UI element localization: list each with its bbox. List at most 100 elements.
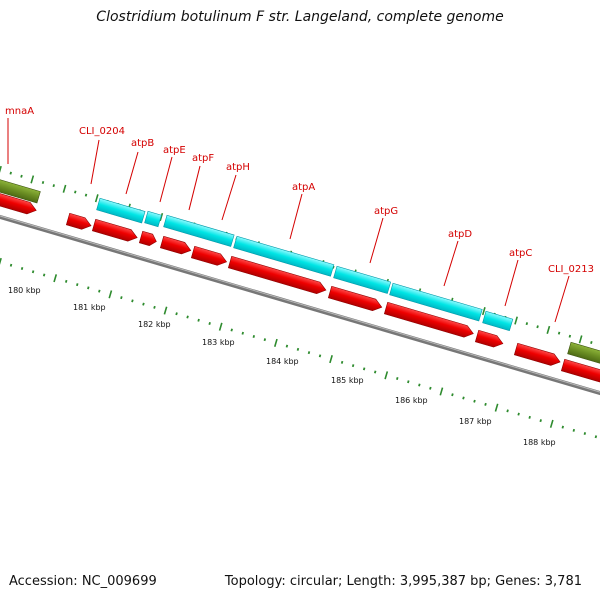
tick-mark [9,171,12,175]
tick-mark [539,419,542,423]
kbp-label: 187 kbp [459,417,492,426]
gene-label: CLI_0204 [79,126,125,137]
tick-mark [373,370,377,374]
tick-mark [218,322,223,331]
tick-mark [131,299,134,303]
gene-label: atpH [226,162,250,173]
tick-mark [9,263,13,267]
tick-mark [514,316,518,325]
cds-arrow [0,191,37,215]
tick-mark [557,331,561,335]
tick-mark [285,344,289,348]
tick-mark [62,184,67,193]
tick-mark [84,193,88,197]
gene-label-layer: mnaA CLI_0204 atpB atpE atpF atpH atpA a… [5,106,594,323]
tick-mark [329,355,333,364]
cds-arrow [91,218,138,242]
gene-label: atpB [131,138,154,149]
tick-mark [74,190,77,194]
tick-mark [20,174,23,178]
gene-label: atpD [448,229,472,240]
tick-mark [94,194,99,203]
tick-mark [462,396,465,400]
gene-label: atpC [509,248,532,259]
tick-mark [525,322,529,326]
tick-mark [175,312,178,316]
rna-feature [163,214,235,247]
tick-mark [318,354,322,358]
kbp-label: 186 kbp [395,396,428,405]
tick-mark [163,306,168,315]
tick-mark [142,302,145,306]
tick-mark [546,325,551,335]
tick-mark [549,419,554,428]
tick-mark [42,273,46,277]
tick-mark [396,377,399,381]
tick-mark [578,335,583,344]
tick-mark [41,181,45,185]
kbp-label-layer: 180 kbp 181 kbp 182 kbp 183 kbp 184 kbp … [8,286,556,447]
tick-mark [590,340,593,344]
tick-mark [572,428,576,432]
tick-mark [120,296,123,300]
kbp-label: 180 kbp [8,286,41,295]
gene-label: CLI_0213 [548,264,594,275]
tick-mark [273,338,278,347]
tick-mark [153,305,156,309]
gene-label: atpA [292,182,315,193]
tick-mark [159,212,164,222]
feature-olive-left [0,178,41,204]
tick-mark [517,412,520,416]
tick-mark [64,279,68,283]
tick-mark [536,325,539,329]
tick-mark [87,286,90,290]
tick-mark [76,283,79,287]
cds-arrow [513,342,561,366]
tick-mark [307,351,311,355]
tick-mark [561,425,565,429]
gene-label: atpG [374,206,398,217]
tick-mark [451,393,454,397]
tick-mark [263,338,267,342]
tick-mark [53,274,58,283]
rna-feature [233,235,335,277]
cds-arrow [560,358,600,383]
rna-feature [389,282,483,322]
kbp-label: 185 kbp [331,376,364,385]
tick-mark [594,435,598,439]
tick-mark [20,266,24,270]
map-title: Clostridium botulinum F str. Langeland, … [96,9,504,25]
cds-arrow [138,230,157,247]
tick-mark [186,315,189,319]
rna-feature [482,310,514,332]
tick-mark [484,402,487,406]
tick-mark [230,328,233,332]
tick-mark [418,383,421,387]
cds-arrow [159,235,192,255]
inner-tick-ring [0,257,598,439]
gene-label: mnaA [5,106,34,117]
tick-mark [362,367,366,371]
tick-mark [98,289,101,293]
rna-features [96,197,514,332]
cds-arrow [227,255,327,294]
cds-arrow [327,285,383,312]
tick-mark [296,347,300,351]
cds-arrow [474,329,504,348]
kbp-label: 181 kbp [73,303,106,312]
tick-mark [506,409,509,413]
gene-label: atpF [192,153,214,164]
cds-arrow [190,245,228,266]
cds-arrow [383,301,474,338]
genome-backbone [0,214,600,396]
tick-mark [197,318,200,322]
tick-mark [31,270,35,274]
rna-feature [144,210,162,228]
tick-mark [494,403,499,412]
rna-feature [96,197,146,224]
kbp-label: 188 kbp [523,438,556,447]
tick-mark [52,184,55,188]
tick-mark [473,399,476,403]
tick-mark [351,364,355,368]
tick-mark [429,386,432,390]
